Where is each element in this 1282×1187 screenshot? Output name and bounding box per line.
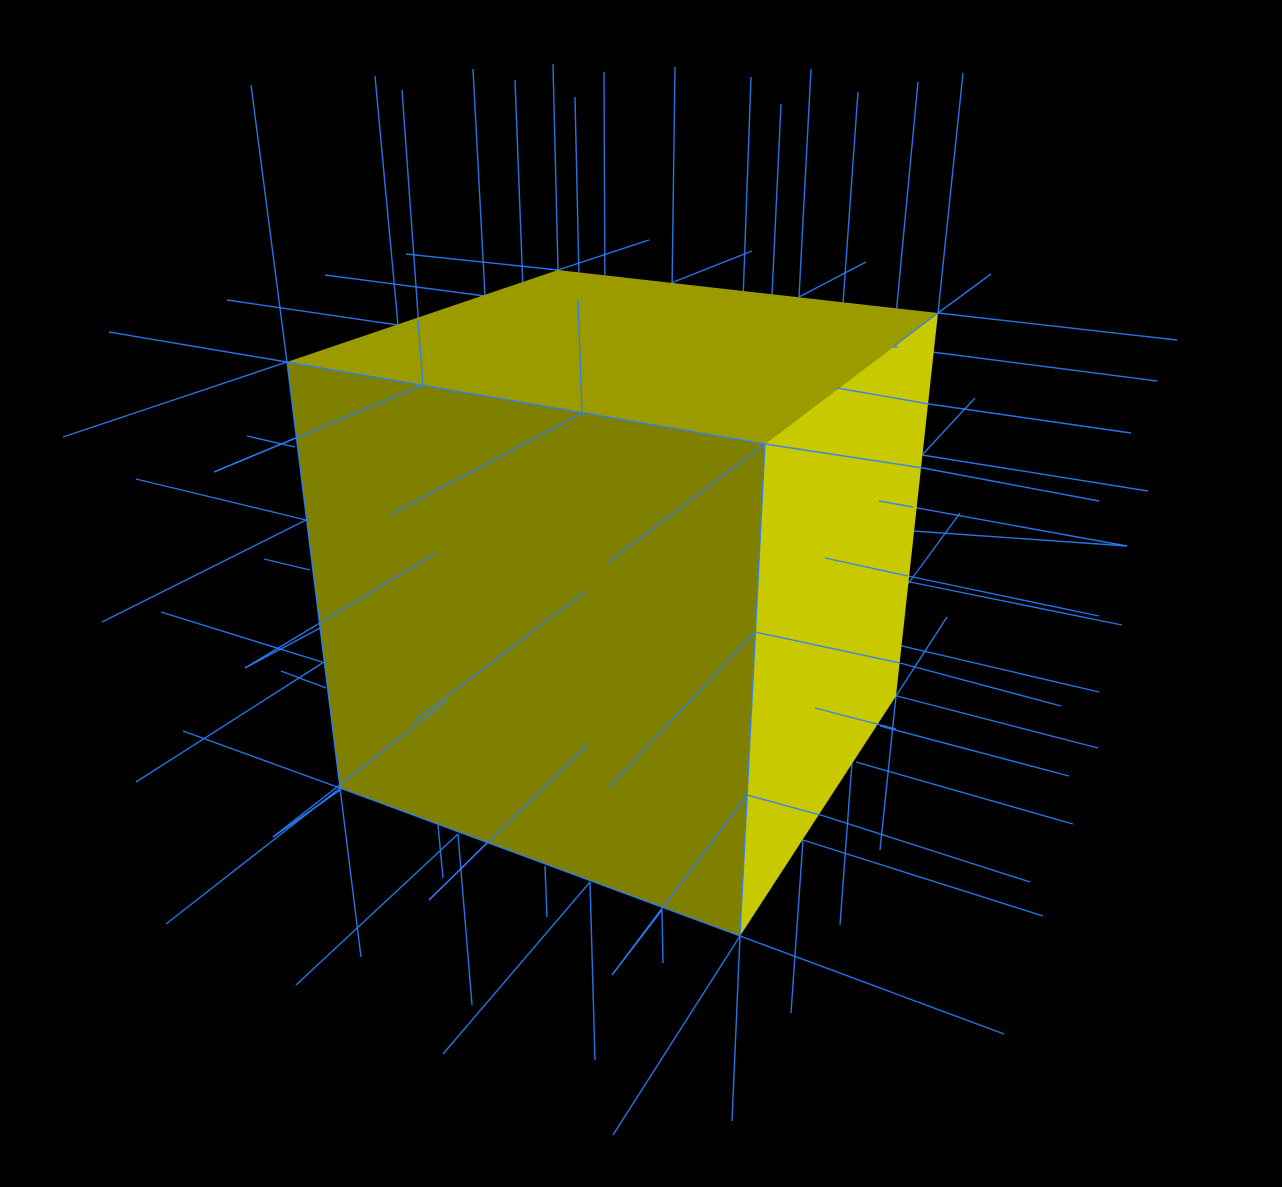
- normal-line: [836, 387, 930, 405]
- normal-line: [867, 637, 1100, 693]
- normal-line: [839, 761, 853, 926]
- normal-line: [603, 71, 606, 311]
- normal-line: [286, 361, 341, 789]
- normal-line: [428, 743, 589, 901]
- normal-line: [754, 631, 901, 664]
- normal-line: [892, 346, 1158, 382]
- normal-line: [937, 72, 964, 314]
- normal-line: [878, 500, 1128, 547]
- normal-line: [855, 761, 1074, 825]
- normal-line: [544, 865, 548, 918]
- normal-line: [606, 443, 766, 564]
- normal-line: [286, 361, 766, 445]
- normal-line: [417, 319, 424, 386]
- normal-line: [611, 794, 748, 976]
- normal-line: [798, 261, 867, 298]
- normal-line: [263, 558, 311, 571]
- normal-line: [391, 412, 583, 515]
- normal-line: [101, 519, 307, 623]
- normal-line: [824, 557, 909, 577]
- normal-line: [339, 787, 362, 958]
- normal-line: [879, 725, 1070, 777]
- normal-line: [895, 616, 948, 697]
- normal-line: [937, 312, 1178, 341]
- normal-line: [739, 935, 1005, 1035]
- normal-line: [892, 312, 939, 348]
- normal-line: [904, 580, 1123, 626]
- normal-line: [244, 552, 437, 669]
- normal-line: [764, 443, 924, 469]
- normal-line: [802, 839, 1044, 917]
- normal-line: [739, 443, 766, 937]
- normal-line: [244, 626, 323, 669]
- normal-line: [437, 824, 444, 879]
- normal-line: [823, 815, 1031, 883]
- normal-line: [62, 361, 288, 438]
- normal-line: [324, 274, 486, 297]
- normal-line: [250, 84, 288, 363]
- normal-line: [272, 789, 341, 838]
- normal-line: [608, 631, 756, 788]
- normal-line: [182, 730, 341, 789]
- normal-line: [457, 833, 473, 1006]
- normal-line: [814, 707, 897, 730]
- normal-line: [552, 63, 559, 271]
- normal-lines-front: [213, 299, 939, 976]
- normal-line: [135, 478, 307, 521]
- normal-line: [907, 575, 1100, 617]
- normal-line: [937, 273, 992, 314]
- normal-line: [921, 454, 1149, 492]
- normal-line: [912, 530, 1128, 547]
- normal-line: [272, 700, 448, 838]
- normal-line: [879, 695, 897, 851]
- normal-line: [731, 935, 741, 1122]
- normal-line: [896, 695, 1099, 749]
- normal-line: [928, 403, 1132, 434]
- normal-line: [878, 500, 914, 508]
- normal-line: [922, 397, 976, 455]
- normal-line: [442, 881, 591, 1055]
- normal-line: [907, 512, 961, 585]
- normal-line: [899, 662, 1062, 707]
- normal-line: [246, 435, 296, 448]
- normal-line: [746, 794, 825, 817]
- normal-line: [798, 68, 812, 298]
- normal-line: [135, 661, 325, 783]
- normal-line: [892, 81, 919, 348]
- normal-line: [577, 299, 583, 414]
- normal-line: [160, 611, 323, 663]
- normal-line: [405, 253, 559, 271]
- normal-line: [922, 467, 1100, 502]
- normal-line: [741, 76, 752, 329]
- normal-line: [661, 909, 664, 964]
- normal-line: [226, 299, 399, 326]
- normal-line: [790, 839, 804, 1014]
- normal-line: [670, 250, 753, 284]
- normal-line: [412, 590, 587, 723]
- normal-line: [339, 787, 741, 937]
- normal-line: [589, 881, 596, 1061]
- cube-side-face[interactable]: [740, 313, 938, 936]
- normal-line: [108, 331, 288, 363]
- cube-top-face[interactable]: [287, 270, 938, 444]
- normal-line: [557, 239, 650, 271]
- normal-line: [280, 670, 327, 689]
- normal-line: [472, 68, 486, 297]
- normal-line: [612, 935, 741, 1136]
- normal-line: [295, 833, 459, 986]
- normal-line: [213, 384, 424, 473]
